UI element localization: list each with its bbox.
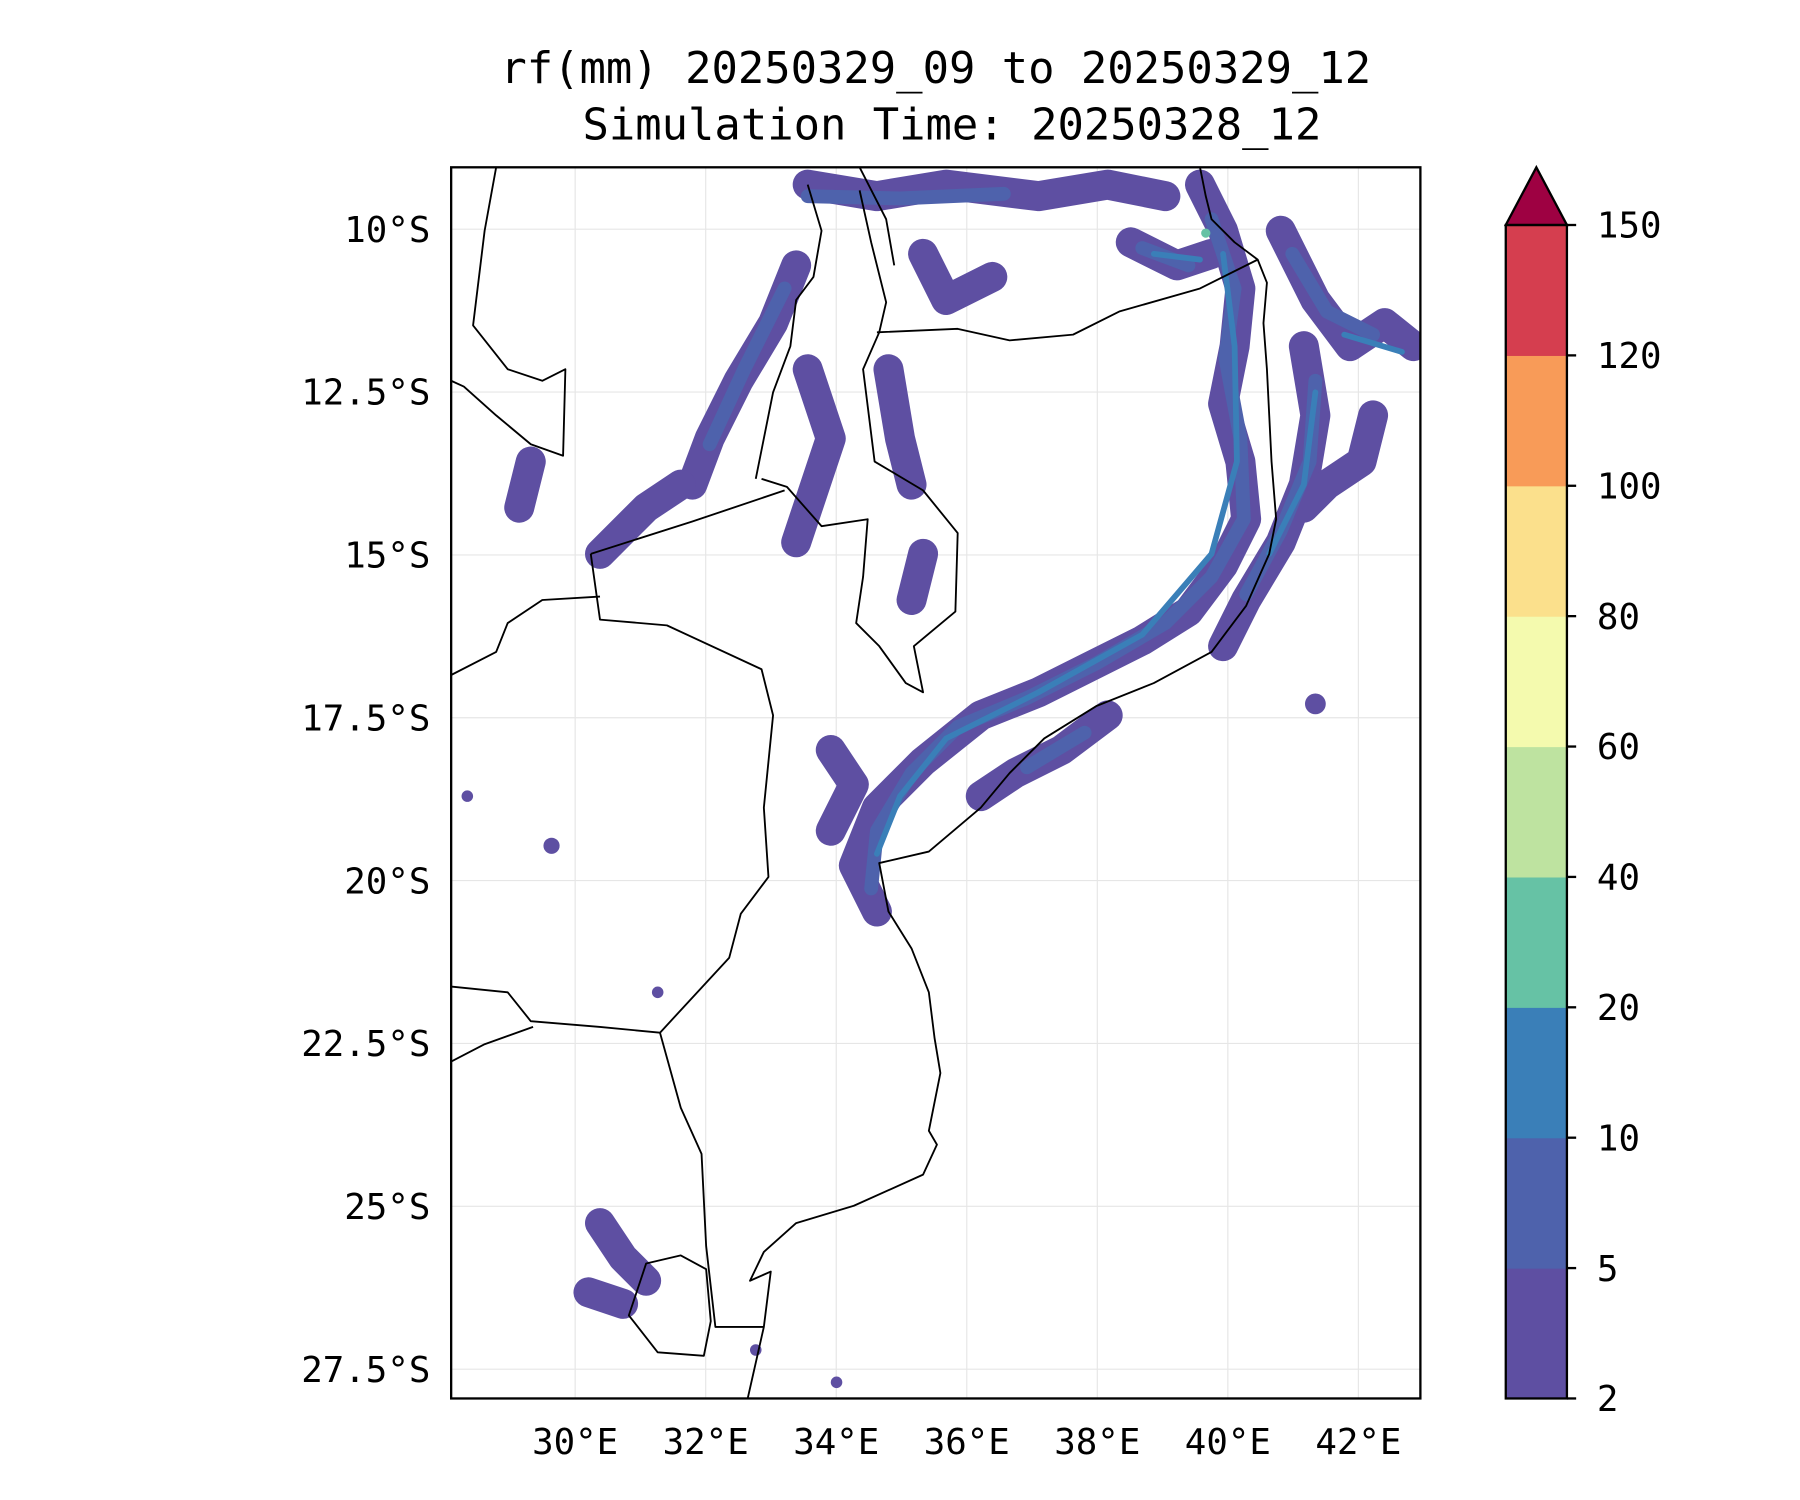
x-tick-label: 40°E	[1185, 1422, 1271, 1463]
colorbar-frame	[1504, 223, 1569, 1400]
colorbar-segment	[1505, 876, 1567, 1008]
colorbar: 2 5 10 20 40 60 80 100 120 150	[1503, 164, 1662, 1420]
x-tick-label: 38°E	[1054, 1422, 1140, 1463]
colorbar-tick-label: 60	[1597, 727, 1640, 768]
colorbar-tick-label: 120	[1597, 336, 1662, 377]
y-axis-ticks: 10°S 12.5°S 15°S 17.5°S 20°S 22.5°S 25°S 27.5°S	[301, 210, 430, 1391]
x-axis-ticks: 30°E 32°E 34°E 36°E 38°E 40°E 42°E	[532, 1422, 1401, 1463]
colorbar-tick-label: 80	[1597, 597, 1640, 638]
colorbar-tick-label: 100	[1597, 466, 1662, 507]
colorbar-tick-label: 2	[1597, 1379, 1619, 1420]
colorbar-tick-label: 40	[1597, 858, 1640, 899]
colorbar-tick-label: 150	[1597, 206, 1662, 247]
colorbar-tick-label: 20	[1597, 988, 1640, 1029]
rainfall-field	[461, 169, 1421, 1389]
x-tick-label: 36°E	[924, 1422, 1010, 1463]
y-tick-label: 22.5°S	[301, 1024, 430, 1065]
y-tick-label: 25°S	[344, 1187, 430, 1228]
colorbar-segment	[1505, 1137, 1567, 1269]
colorbar-segment	[1505, 1268, 1567, 1400]
country-borders-coastlines	[451, 167, 1278, 1399]
y-tick-label: 17.5°S	[301, 698, 430, 739]
x-tick-label: 42°E	[1315, 1422, 1401, 1463]
chart-title-line2: Simulation Time: 20250328_12	[583, 100, 1322, 151]
y-tick-label: 15°S	[344, 536, 430, 577]
y-tick-label: 12.5°S	[301, 373, 430, 414]
x-tick-label: 30°E	[532, 1422, 618, 1463]
chart-title-line1: rf(mm) 20250329_09 to 20250329_12	[500, 43, 1371, 94]
colorbar-extend-triangle	[1503, 164, 1569, 227]
colorbar-segment	[1505, 355, 1567, 487]
colorbar-segment	[1505, 616, 1567, 748]
map-area	[451, 167, 1421, 1399]
colorbar-segment	[1505, 1007, 1567, 1139]
y-tick-label: 20°S	[344, 861, 430, 902]
y-tick-label: 10°S	[344, 210, 430, 251]
map-frame	[450, 166, 1422, 1400]
x-tick-label: 34°E	[793, 1422, 879, 1463]
colorbar-segment	[1505, 225, 1567, 356]
colorbar-segment	[1505, 485, 1567, 617]
colorbar-tick-label: 10	[1597, 1118, 1640, 1159]
x-tick-label: 32°E	[663, 1422, 749, 1463]
colorbar-tick-label: 5	[1597, 1249, 1619, 1290]
y-tick-label: 27.5°S	[301, 1350, 430, 1391]
colorbar-segment	[1505, 746, 1567, 878]
